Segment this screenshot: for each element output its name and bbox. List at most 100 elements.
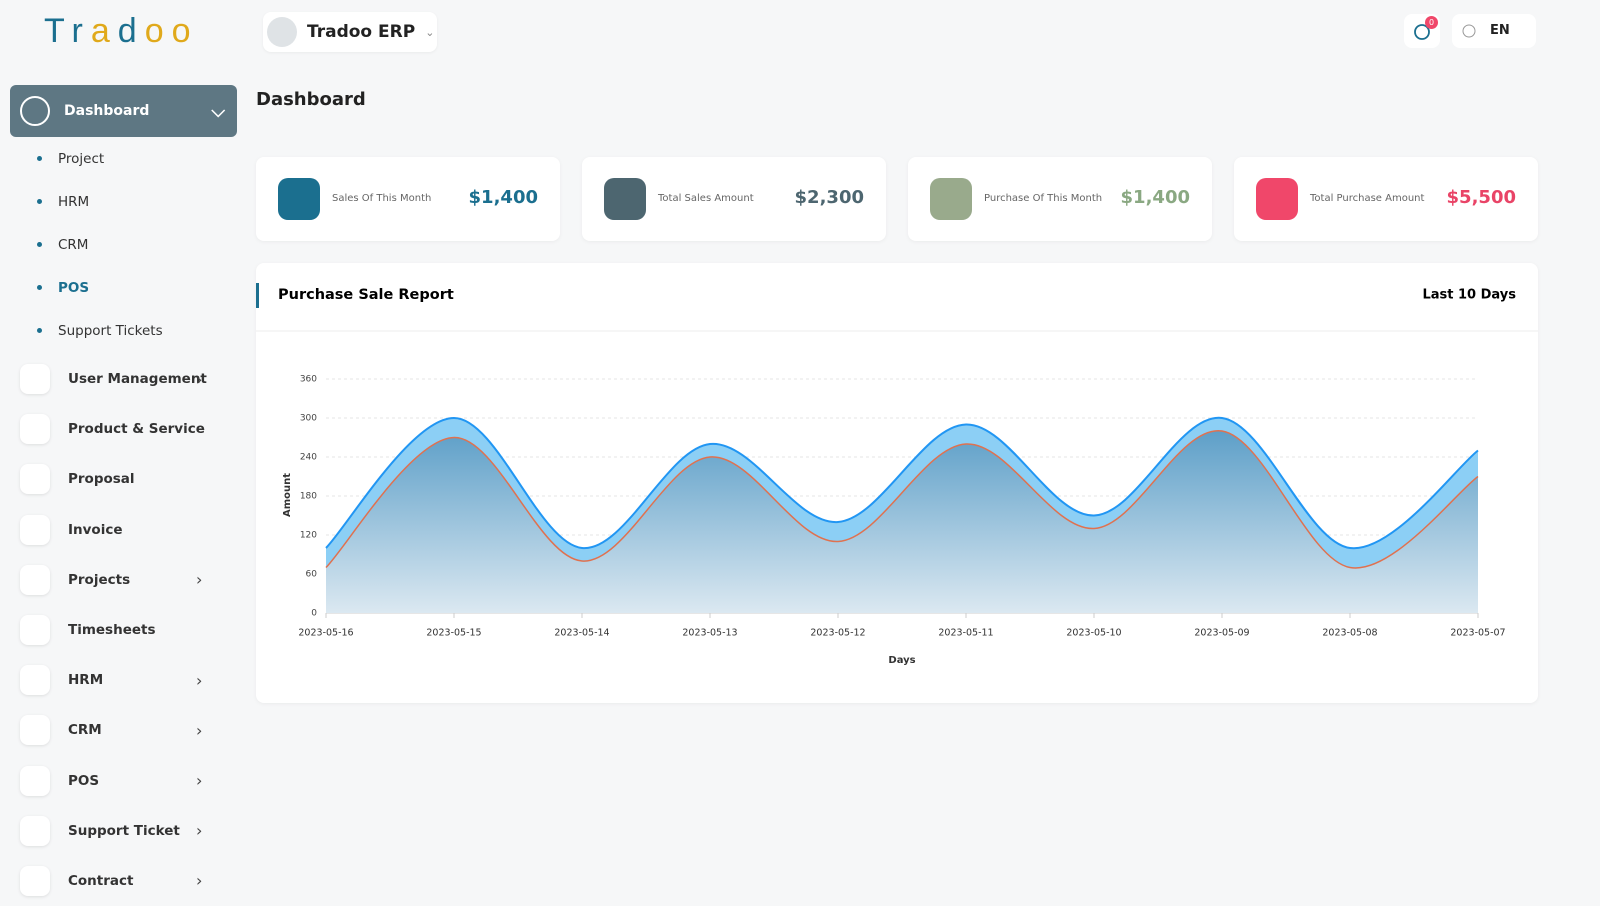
- nav-item[interactable]: Proposal: [10, 454, 237, 504]
- x-tick-label: 2023-05-14: [554, 628, 609, 639]
- nav-items: User Management › Product & Service Proposa…: [10, 354, 237, 906]
- nav-item[interactable]: CRM ›: [10, 705, 237, 755]
- card-value: $1,400: [468, 187, 538, 208]
- nav-icon: [20, 665, 50, 696]
- card-value: $2,300: [794, 187, 864, 208]
- nav-icon: [20, 765, 50, 796]
- y-tick-label: 60: [306, 570, 318, 580]
- y-tick-label: 0: [311, 609, 317, 619]
- y-tick-label: 360: [300, 375, 317, 385]
- stat-card: Purchase Of This Month $1,400: [908, 157, 1212, 241]
- chevron: ›: [196, 570, 203, 590]
- nav-item[interactable]: Timesheets: [10, 605, 237, 655]
- nav-item[interactable]: User Management ›: [10, 354, 237, 404]
- period-select[interactable]: Last 10 Days: [1422, 288, 1516, 303]
- nav-label: Proposal: [68, 471, 135, 488]
- x-tick-label: 2023-05-13: [682, 628, 737, 639]
- chevron: ⌵: [211, 100, 225, 122]
- chevron: ›: [196, 871, 203, 891]
- nav-sub-item[interactable]: Project: [10, 137, 237, 180]
- card-label: Purchase Of This Month: [984, 193, 1103, 204]
- nav-icon: [20, 715, 50, 746]
- chart-card: Purchase Sale Report Last 10 Days Days A…: [256, 263, 1538, 703]
- card-value: $5,500: [1446, 187, 1516, 208]
- nav-label: Projects: [68, 571, 131, 588]
- chart: Purchase Sale Report Last 10 Days Days A…: [256, 283, 1538, 666]
- nav-icon: [20, 514, 50, 545]
- chevron: ›: [196, 771, 203, 791]
- stat-card: Total Purchase Amount $5,500: [1234, 157, 1538, 241]
- x-tick-label: 2023-05-09: [1194, 628, 1249, 639]
- nav-dashboard[interactable]: Dashboard ⌵: [10, 85, 237, 137]
- logo[interactable]: Tradoo: [44, 12, 199, 50]
- card-icon: [604, 178, 646, 220]
- chat-icon: [1414, 24, 1430, 40]
- nav-icon: [20, 815, 50, 846]
- nav-label: Product & Service: [68, 421, 205, 438]
- chevron: ⌄: [425, 25, 435, 39]
- card-label: Total Sales Amount: [658, 193, 754, 204]
- nav-sub-item[interactable]: POS: [10, 266, 237, 309]
- workspace-switcher[interactable]: Tradoo ERP ⌄: [263, 12, 437, 52]
- card-icon: [278, 178, 320, 220]
- card-icon: [930, 178, 972, 220]
- chevron: ›: [196, 369, 203, 389]
- notification-badge: 0: [1425, 16, 1438, 29]
- nav-icon: [20, 364, 50, 395]
- nav-item[interactable]: Support Ticket ›: [10, 806, 237, 856]
- line: [325, 430, 1479, 569]
- nav-label: Contract: [68, 872, 134, 889]
- avatar: [267, 17, 297, 47]
- nav-icon: [20, 865, 50, 896]
- y-tick-label: 300: [300, 414, 317, 424]
- nav-item[interactable]: Product & Service: [10, 404, 237, 454]
- nav-label: POS: [68, 772, 100, 789]
- language-select[interactable]: EN: [1452, 14, 1536, 48]
- language: EN: [1490, 23, 1510, 38]
- x-tick-label: 2023-05-16: [298, 628, 353, 639]
- globe-icon: [1462, 24, 1476, 38]
- y-tick-label: 120: [300, 531, 317, 541]
- nav-icon: [20, 414, 50, 445]
- nav-item[interactable]: HRM ›: [10, 655, 237, 705]
- nav-label: CRM: [68, 722, 102, 739]
- nav-icon: [20, 96, 50, 126]
- card-icon: [1256, 178, 1298, 220]
- nav-label: Invoice: [68, 521, 123, 538]
- nav-icon: [20, 464, 50, 495]
- nav-icon: [20, 615, 50, 646]
- nav-sub-item[interactable]: Support Tickets: [10, 309, 237, 352]
- nav-label: User Management: [68, 371, 207, 388]
- page-title: Dashboard: [256, 89, 366, 110]
- nav-sub-item[interactable]: CRM: [10, 223, 237, 266]
- x-tick-label: 2023-05-12: [810, 628, 865, 639]
- x-axis-label: Days: [888, 655, 915, 666]
- chevron: ›: [196, 821, 203, 841]
- x-tick-label: 2023-05-07: [1450, 628, 1505, 639]
- nav-item[interactable]: Contract ›: [10, 856, 237, 906]
- nav-label: Timesheets: [68, 622, 156, 639]
- y-tick-label: 180: [300, 492, 317, 502]
- nav-label: Dashboard: [64, 103, 150, 119]
- chevron: ›: [196, 720, 203, 740]
- nav-label: Support Ticket: [68, 822, 180, 839]
- nav-item[interactable]: Projects ›: [10, 555, 237, 605]
- nav-label: HRM: [68, 672, 104, 689]
- card-label: Total Purchase Amount: [1310, 193, 1425, 204]
- nav-item[interactable]: POS ›: [10, 756, 237, 806]
- nav-icon: [20, 564, 50, 595]
- workspace-name: Tradoo ERP: [307, 22, 416, 42]
- title-accent: [256, 283, 259, 308]
- sidebar: Dashboard ⌵ Project HRM CRM POS Support Ticket…: [10, 85, 237, 906]
- area: [326, 430, 1478, 613]
- chevron: ›: [196, 670, 203, 690]
- y-tick-label: 240: [300, 453, 317, 463]
- stat-card: Total Sales Amount $2,300: [582, 157, 886, 241]
- card-value: $1,400: [1120, 187, 1190, 208]
- card-label: Sales Of This Month: [332, 193, 432, 204]
- nav-sub-item[interactable]: HRM: [10, 180, 237, 223]
- line: [325, 416, 1479, 550]
- nav-item[interactable]: Invoice: [10, 505, 237, 555]
- stat-card: Sales Of This Month $1,400: [256, 157, 560, 241]
